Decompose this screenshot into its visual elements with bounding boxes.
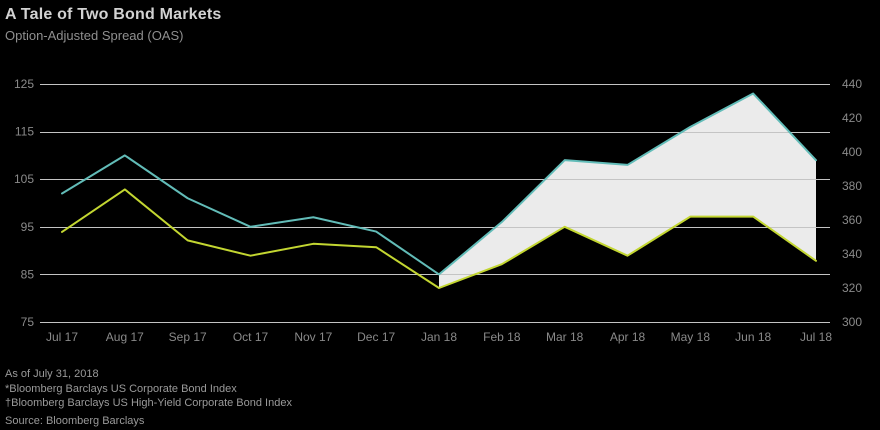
- svg-text:340: 340: [842, 247, 862, 261]
- svg-text:420: 420: [842, 111, 862, 125]
- footnote-corporate-index: *Bloomberg Barclays US Corporate Bond In…: [5, 382, 237, 395]
- svg-text:105: 105: [14, 172, 34, 186]
- high-yield-line: [61, 188, 817, 289]
- chart-header: A Tale of Two Bond Markets Option-Adjust…: [5, 6, 221, 43]
- svg-text:Nov 17: Nov 17: [294, 330, 332, 344]
- svg-text:95: 95: [21, 220, 35, 234]
- svg-text:Mar 18: Mar 18: [546, 330, 584, 344]
- footnote-high-yield-index: †Bloomberg Barclays US High-Yield Corpor…: [5, 397, 292, 409]
- svg-text:115: 115: [15, 125, 34, 139]
- oas-line-chart: 75 85 95 105 115 125 300 320 340 360 380 400 420 440 J…: [14, 77, 862, 344]
- right-axis-labels: 300 320 340 360 380 400 420 440: [842, 77, 862, 329]
- chart-title: A Tale of Two Bond Markets: [5, 6, 222, 23]
- svg-text:75: 75: [21, 315, 35, 329]
- svg-text:Oct 17: Oct 17: [233, 330, 269, 344]
- svg-text:Feb 18: Feb 18: [483, 330, 521, 344]
- svg-text:300: 300: [842, 315, 862, 329]
- source-line: Source: Bloomberg Barclays: [5, 414, 145, 427]
- svg-text:Jul 18: Jul 18: [800, 330, 832, 344]
- as-of-date: As of July 31, 2018: [5, 368, 99, 380]
- svg-text:May 18: May 18: [671, 330, 711, 344]
- corporate-line: [61, 92, 817, 276]
- svg-text:320: 320: [842, 281, 862, 295]
- svg-text:380: 380: [842, 179, 862, 193]
- spread-band: [439, 93, 816, 288]
- svg-text:Jun 18: Jun 18: [735, 330, 771, 344]
- svg-text:85: 85: [21, 267, 35, 281]
- left-axis-labels: 75 85 95 105 115 125: [14, 77, 34, 329]
- chart-subtitle: Option-Adjusted Spread (OAS): [5, 28, 184, 43]
- svg-text:360: 360: [842, 213, 862, 227]
- svg-text:440: 440: [842, 77, 862, 91]
- svg-text:125: 125: [14, 77, 34, 91]
- svg-text:Jul 17: Jul 17: [46, 330, 78, 344]
- svg-text:400: 400: [842, 145, 862, 159]
- svg-text:Jan 18: Jan 18: [421, 330, 457, 344]
- svg-text:Apr 18: Apr 18: [610, 330, 646, 344]
- svg-text:Aug 17: Aug 17: [106, 330, 144, 344]
- svg-text:Sep 17: Sep 17: [169, 330, 207, 344]
- x-axis-labels: Jul 17 Aug 17 Sep 17 Oct 17 Nov 17 Dec 17 Jan …: [46, 330, 832, 344]
- footnotes: As of July 31, 2018 *Bloomberg Barclays …: [5, 367, 292, 428]
- svg-text:Dec 17: Dec 17: [357, 330, 395, 344]
